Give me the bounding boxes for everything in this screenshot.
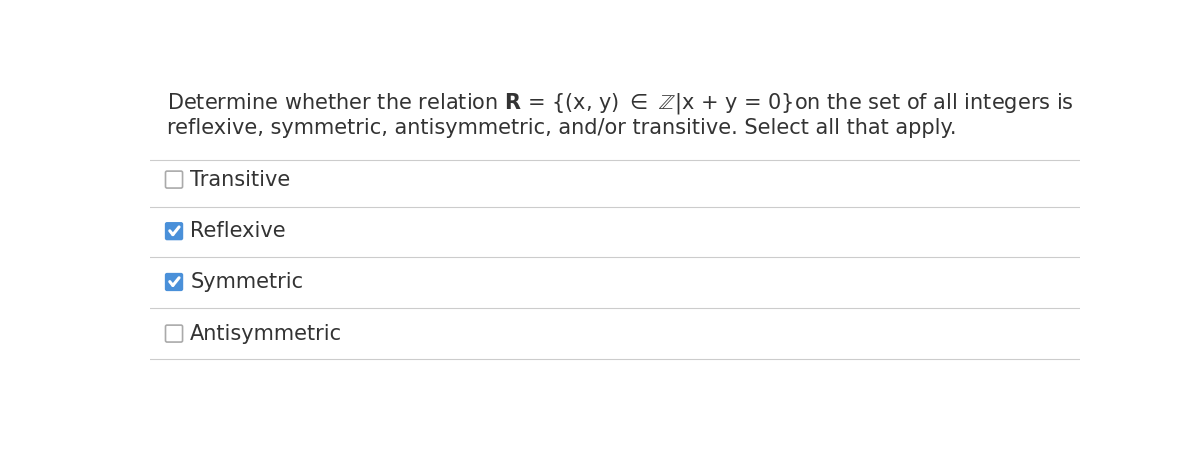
Text: Reflexive: Reflexive — [191, 221, 286, 241]
FancyBboxPatch shape — [166, 223, 182, 239]
FancyBboxPatch shape — [166, 171, 182, 188]
Text: Symmetric: Symmetric — [191, 272, 304, 292]
Text: Antisymmetric: Antisymmetric — [191, 324, 342, 344]
Text: Determine whether the relation $\mathbf{R}$ = {(x, y) $\in$ $\mathbb{Z}$|x + y =: Determine whether the relation $\mathbf{… — [167, 91, 1074, 116]
FancyBboxPatch shape — [166, 325, 182, 342]
Text: reflexive, symmetric, antisymmetric, and/or transitive. Select all that apply.: reflexive, symmetric, antisymmetric, and… — [167, 118, 956, 138]
FancyBboxPatch shape — [166, 274, 182, 290]
Text: Transitive: Transitive — [191, 170, 290, 190]
